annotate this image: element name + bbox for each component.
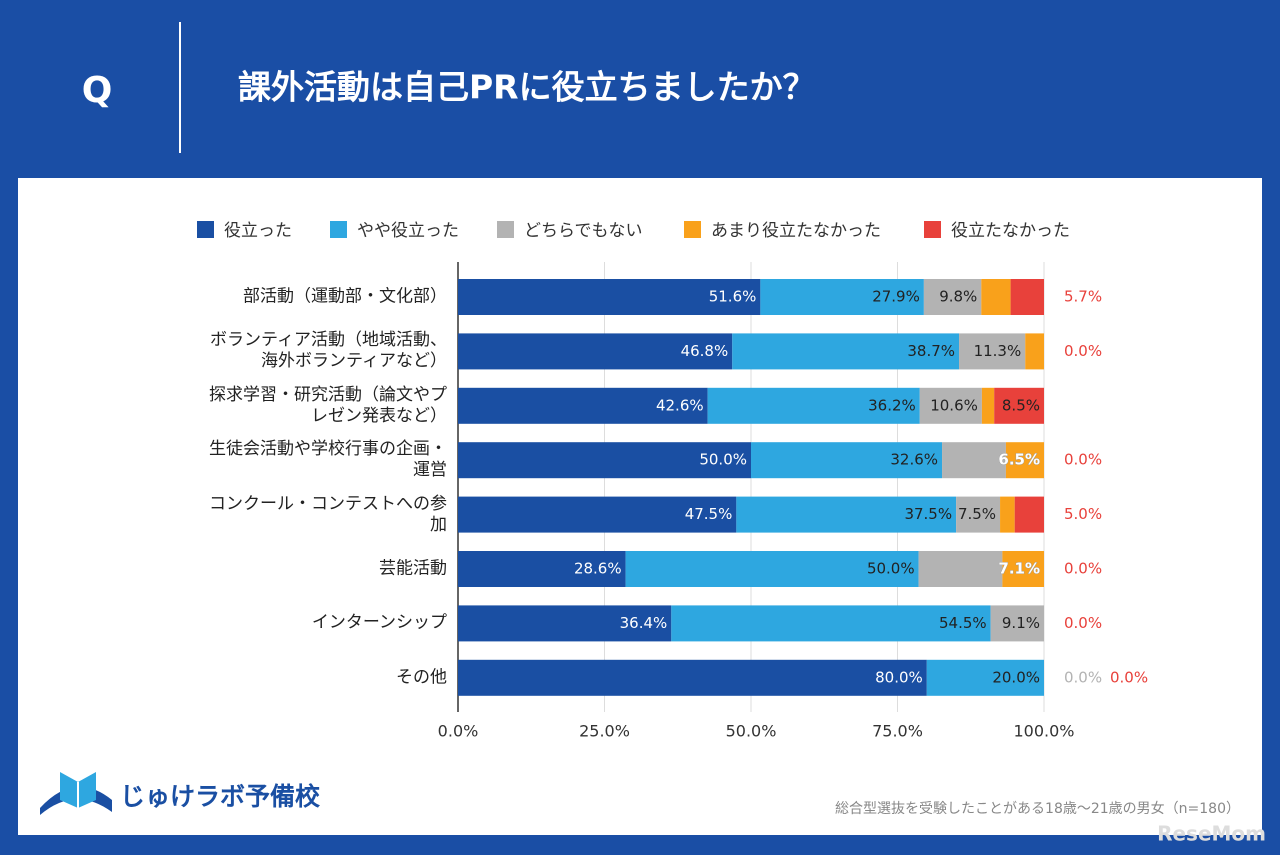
bar-segment [926, 659, 1044, 696]
bar-segment [458, 605, 672, 642]
logo-icon [40, 772, 112, 815]
category-label: 探求学習・研究活動（論文やプ レゼン発表など） [209, 384, 447, 426]
data-label: 54.5% [939, 614, 987, 632]
bar-segment [707, 387, 920, 424]
category-label: 生徒会活動や学校行事の企画・ 運営 [209, 439, 447, 481]
x-tick-label: 0.0% [438, 722, 479, 741]
bar-segment [625, 551, 919, 587]
bar-segment [1010, 279, 1044, 315]
watermark: ReseMom [1157, 822, 1266, 846]
bar-segment [458, 551, 626, 587]
data-label: 36.4% [620, 614, 668, 632]
bar-segment [671, 605, 991, 642]
data-label-outside: 0.0% [1064, 451, 1102, 469]
data-label: 9.1% [1002, 614, 1040, 632]
data-label-outside: 0.0% [1064, 342, 1102, 360]
x-tick-label: 25.0% [579, 722, 630, 741]
category-label: ボランティア活動（地域活動、 海外ボランティアなど） [210, 330, 447, 372]
data-label-outside: 0.0% [1064, 560, 1102, 578]
legend-swatch [924, 221, 941, 238]
data-label: 32.6% [890, 451, 938, 469]
category-label: 部活動（運動部・文化部） [243, 286, 447, 307]
bar-segment [919, 387, 982, 424]
bar-segment [458, 442, 751, 479]
data-label: 42.6% [656, 396, 704, 414]
data-label: 7.1% [998, 560, 1040, 578]
bar-segment [981, 387, 995, 424]
data-label-outside: 0.0% [1064, 668, 1102, 686]
data-label: 20.0% [992, 668, 1040, 686]
category-label: コンクール・コンテストへの参 加 [209, 493, 447, 535]
data-label: 9.8% [939, 288, 977, 306]
bar-segment [458, 279, 761, 315]
bar-segment [760, 279, 924, 315]
legend-label: 役立った [224, 221, 292, 241]
legend-swatch [497, 221, 514, 238]
data-label-outside: 5.7% [1064, 288, 1102, 306]
data-label: 36.2% [868, 396, 916, 414]
data-label: 6.5% [998, 451, 1040, 469]
data-label: 11.3% [974, 342, 1022, 360]
q-mark: Q [82, 70, 113, 111]
data-label-outside: 0.0% [1064, 614, 1102, 632]
bar-segment [990, 605, 1044, 642]
bar-segment [923, 279, 982, 315]
bar-segment [458, 659, 927, 696]
legend-swatch [330, 221, 347, 238]
bar-segment [458, 496, 737, 533]
bar-segment [981, 279, 1011, 315]
data-label: 27.9% [872, 288, 920, 306]
legend-swatch [197, 221, 214, 238]
bar-segment [1002, 551, 1044, 587]
footnote: 総合型選抜を受験したことがある18歳～21歳の男女（n=180） [835, 800, 1240, 817]
x-tick-label: 50.0% [726, 722, 777, 741]
data-label: 47.5% [685, 505, 733, 523]
data-label: 50.0% [867, 560, 915, 578]
bar-segment [736, 496, 957, 533]
title: 課外活動は自己PRに役立ちましたか？ [238, 68, 816, 107]
data-label: 7.5% [958, 505, 996, 523]
bar-segment [458, 387, 708, 424]
legend-swatch [684, 221, 701, 238]
data-label: 8.5% [1002, 396, 1040, 414]
legend-label: やや役立った [357, 221, 459, 241]
bar-segment [959, 333, 1026, 370]
bar-segment [458, 333, 733, 370]
bar-segment [956, 496, 1001, 533]
logo-text: じゅけラボ予備校 [120, 782, 321, 811]
data-label-outside: 0.0% [1110, 668, 1148, 686]
legend-label: どちらでもない [524, 221, 643, 241]
category-label: 芸能活動 [379, 558, 447, 579]
category-label: その他 [396, 667, 447, 688]
bar-segment [732, 333, 960, 370]
legend-label: 役立たなかった [951, 221, 1070, 241]
bar-segment [1000, 496, 1015, 533]
data-label: 51.6% [709, 288, 757, 306]
bar-segment [1025, 333, 1044, 370]
x-tick-label: 75.0% [872, 722, 923, 741]
bar-segment [942, 442, 1006, 479]
x-tick-label: 100.0% [1013, 722, 1074, 741]
data-label-outside: 5.0% [1064, 505, 1102, 523]
bar-segment [1014, 496, 1044, 533]
data-label: 46.8% [681, 342, 729, 360]
bar-segment [751, 442, 943, 479]
data-label: 37.5% [904, 505, 952, 523]
data-label: 80.0% [875, 668, 923, 686]
legend-label: あまり役立たなかった [711, 221, 881, 241]
data-label: 38.7% [907, 342, 955, 360]
bar-segment [994, 387, 1044, 424]
category-label: インターンシップ [311, 612, 447, 633]
data-label: 28.6% [574, 560, 622, 578]
data-label: 10.6% [930, 396, 978, 414]
data-label: 50.0% [699, 451, 747, 469]
bar-segment [918, 551, 1003, 587]
bar-segment [1005, 442, 1044, 479]
